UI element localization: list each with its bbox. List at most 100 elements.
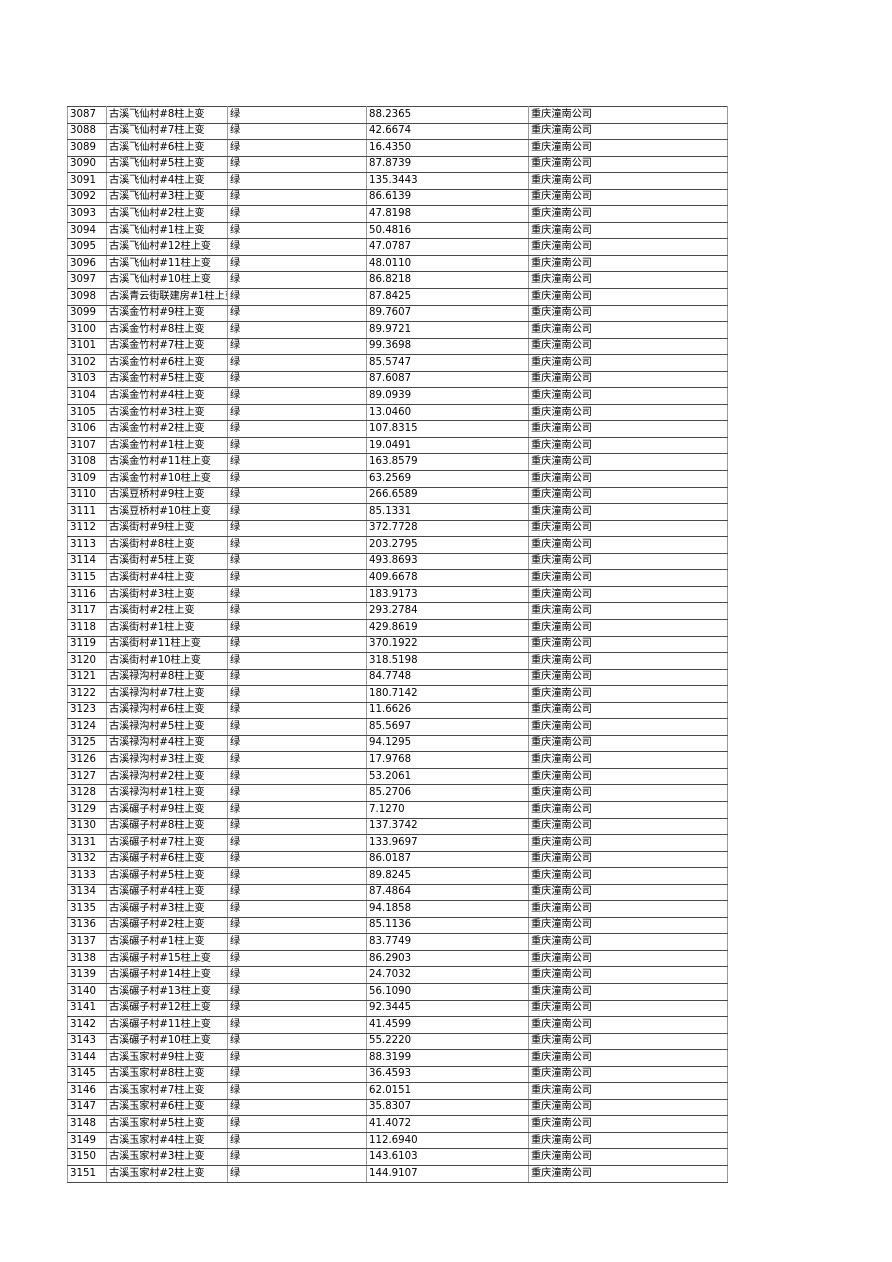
cell-status: 绿 (227, 635, 367, 654)
cell-organization: 重庆潼南公司 (528, 271, 728, 290)
cell-value: 41.4072 (366, 1115, 529, 1133)
table-row: 3145 古溪玉家村#8柱上变绿 36.4593 重庆潼南公司 (67, 1065, 728, 1084)
cell-value: 47.0787 (366, 238, 529, 256)
cell-id: 3131 (67, 834, 107, 852)
table-row: 3095 古溪飞仙村#12柱上变绿 47.0787 重庆潼南公司 (67, 238, 728, 256)
cell-value: 112.6940 (366, 1131, 529, 1150)
cell-status: 绿 (227, 1165, 367, 1183)
cell-value: 89.9721 (366, 321, 529, 339)
cell-organization: 重庆潼南公司 (528, 321, 728, 339)
cell-id: 3147 (67, 1098, 107, 1117)
cell-value: 318.5198 (366, 652, 529, 670)
cell-device-name: 古溪飞仙村#10柱上变 (106, 271, 228, 290)
cell-id: 3127 (67, 767, 107, 786)
cell-status: 绿 (227, 602, 367, 620)
table-row: 3150 古溪玉家村#3柱上变绿 143.6103 重庆潼南公司 (67, 1148, 728, 1166)
cell-status: 绿 (227, 652, 367, 670)
cell-status: 绿 (227, 536, 367, 554)
cell-device-name: 古溪禄沟村#7柱上变 (106, 685, 228, 703)
table-row: 3107 古溪金竹村#1柱上变绿 19.0491 重庆潼南公司 (67, 436, 728, 455)
cell-value: 180.7142 (366, 685, 529, 703)
cell-value: 94.1858 (366, 900, 529, 918)
cell-value: 85.5747 (366, 354, 529, 372)
table-row: 3149 古溪玉家村#4柱上变绿 112.6940 重庆潼南公司 (67, 1131, 728, 1150)
cell-id: 3088 (67, 122, 107, 141)
cell-device-name: 古溪街村#9柱上变 (106, 519, 228, 538)
cell-device-name: 古溪碾子村#2柱上变 (106, 916, 228, 935)
cell-organization: 重庆潼南公司 (528, 106, 728, 124)
cell-device-name: 古溪碾子村#4柱上变 (106, 883, 228, 902)
cell-value: 86.8218 (366, 271, 529, 290)
cell-id: 3094 (67, 221, 107, 240)
cell-status: 绿 (227, 1049, 367, 1067)
table-row: 3139 古溪碾子村#14柱上变绿 24.7032 重庆潼南公司 (67, 966, 728, 984)
cell-value: 87.4864 (366, 883, 529, 902)
cell-status: 绿 (227, 470, 367, 488)
cell-organization: 重庆潼南公司 (528, 867, 728, 885)
cell-status: 绿 (227, 982, 367, 1001)
table-row: 3097 古溪飞仙村#10柱上变绿 86.8218 重庆潼南公司 (67, 271, 728, 290)
cell-value: 493.8693 (366, 552, 529, 571)
cell-device-name: 古溪碾子村#8柱上变 (106, 817, 228, 836)
cell-value: 13.0460 (366, 403, 529, 422)
cell-organization: 重庆潼南公司 (528, 1016, 728, 1034)
cell-organization: 重庆潼南公司 (528, 172, 728, 190)
cell-organization: 重庆潼南公司 (528, 668, 728, 687)
cell-device-name: 古溪禄沟村#4柱上变 (106, 734, 228, 753)
cell-status: 绿 (227, 519, 367, 538)
cell-status: 绿 (227, 172, 367, 190)
cell-id: 3134 (67, 883, 107, 902)
cell-id: 3098 (67, 288, 107, 306)
cell-id: 3115 (67, 569, 107, 587)
cell-status: 绿 (227, 271, 367, 290)
cell-organization: 重庆潼南公司 (528, 486, 728, 505)
cell-organization: 重庆潼南公司 (528, 850, 728, 869)
cell-status: 绿 (227, 685, 367, 703)
cell-device-name: 古溪碾子村#9柱上变 (106, 800, 228, 819)
cell-value: 47.8198 (366, 205, 529, 223)
cell-device-name: 古溪街村#8柱上变 (106, 536, 228, 554)
cell-organization: 重庆潼南公司 (528, 238, 728, 256)
data-table-container: 3087 古溪飞仙村#8柱上变绿 88.2365 重庆潼南公司 3088 古溪飞仙村#7柱… (67, 106, 728, 1183)
cell-organization: 重庆潼南公司 (528, 900, 728, 918)
table-row: 3118 古溪街村#1柱上变绿 429.8619 重庆潼南公司 (67, 618, 728, 637)
cell-id: 3097 (67, 271, 107, 290)
cell-organization: 重庆潼南公司 (528, 122, 728, 141)
cell-organization: 重庆潼南公司 (528, 800, 728, 819)
table-row: 3117 古溪街村#2柱上变绿 293.2784 重庆潼南公司 (67, 602, 728, 620)
cell-organization: 重庆潼南公司 (528, 370, 728, 389)
cell-id: 3108 (67, 453, 107, 472)
cell-organization: 重庆潼南公司 (528, 304, 728, 323)
cell-id: 3102 (67, 354, 107, 372)
cell-id: 3118 (67, 618, 107, 637)
cell-id: 3123 (67, 701, 107, 720)
cell-value: 107.8315 (366, 420, 529, 438)
cell-device-name: 古溪金竹村#7柱上变 (106, 337, 228, 356)
cell-value: 92.3445 (366, 999, 529, 1018)
cell-status: 绿 (227, 188, 367, 207)
cell-id: 3095 (67, 238, 107, 256)
cell-id: 3146 (67, 1082, 107, 1100)
cell-device-name: 古溪禄沟村#3柱上变 (106, 751, 228, 769)
table-row: 3127 古溪禄沟村#2柱上变绿 53.2061 重庆潼南公司 (67, 767, 728, 786)
cell-organization: 重庆潼南公司 (528, 221, 728, 240)
cell-status: 绿 (227, 751, 367, 769)
cell-status: 绿 (227, 1082, 367, 1100)
cell-value: 85.2706 (366, 784, 529, 802)
cell-id: 3140 (67, 982, 107, 1001)
cell-status: 绿 (227, 734, 367, 753)
cell-value: 36.4593 (366, 1065, 529, 1084)
cell-id: 3145 (67, 1065, 107, 1084)
cell-device-name: 古溪飞仙村#7柱上变 (106, 122, 228, 141)
table-row: 3111 古溪豆桥村#10柱上变绿 85.1331 重庆潼南公司 (67, 503, 728, 521)
cell-id: 3128 (67, 784, 107, 802)
cell-device-name: 古溪碾子村#15柱上变 (106, 949, 228, 968)
cell-status: 绿 (227, 420, 367, 438)
cell-status: 绿 (227, 221, 367, 240)
cell-id: 3091 (67, 172, 107, 190)
cell-value: 144.9107 (366, 1165, 529, 1183)
cell-organization: 重庆潼南公司 (528, 602, 728, 620)
cell-id: 3090 (67, 155, 107, 174)
cell-device-name: 古溪金竹村#9柱上变 (106, 304, 228, 323)
table-row: 3103 古溪金竹村#5柱上变绿 87.6087 重庆潼南公司 (67, 370, 728, 389)
